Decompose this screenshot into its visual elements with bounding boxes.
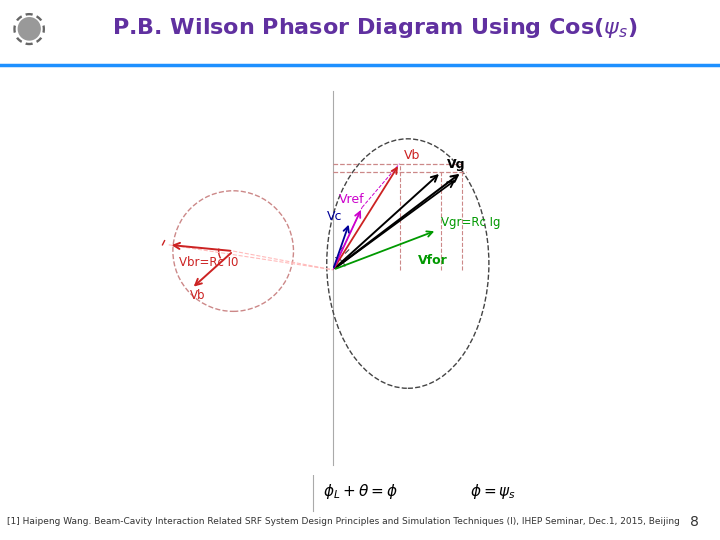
Text: P.B. Wilson Phasor Diagram Using Cos($\psi_s$): P.B. Wilson Phasor Diagram Using Cos($\p…: [112, 16, 637, 40]
Text: Vgr=Rc Ig: Vgr=Rc Ig: [441, 216, 500, 229]
Text: Vbr=Rc I0: Vbr=Rc I0: [179, 255, 238, 268]
Text: Vref: Vref: [339, 193, 365, 206]
Text: Vb: Vb: [404, 148, 420, 162]
Text: ◌: ◌: [11, 7, 47, 49]
Text: Vfor: Vfor: [418, 254, 448, 267]
Text: $\phi_L+\theta=\phi$: $\phi_L+\theta=\phi$: [323, 482, 397, 501]
Text: Vg: Vg: [447, 158, 466, 171]
Text: Vb: Vb: [189, 289, 205, 302]
Text: ●: ●: [16, 14, 42, 43]
Text: Vc: Vc: [327, 210, 342, 223]
Text: [1] Haipeng Wang. Beam-Cavity Interaction Related SRF System Design Principles a: [1] Haipeng Wang. Beam-Cavity Interactio…: [7, 517, 680, 526]
Text: $\phi=\psi_s$: $\phi=\psi_s$: [470, 482, 516, 501]
Text: 8: 8: [690, 515, 698, 529]
